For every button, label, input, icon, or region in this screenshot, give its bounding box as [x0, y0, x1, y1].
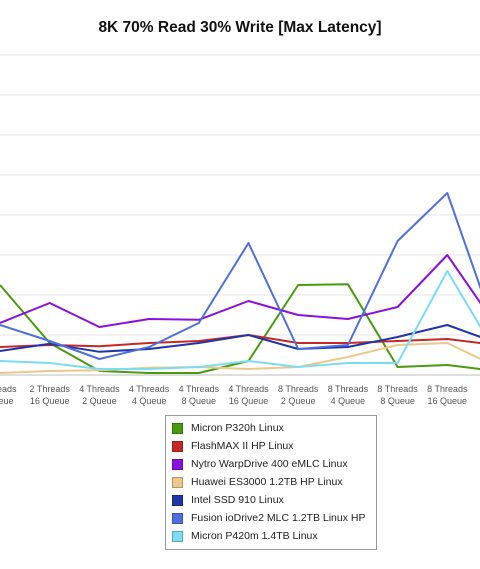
legend-swatch — [172, 512, 183, 524]
x-tick-label: 4 Threads 2 Queue — [79, 384, 120, 406]
legend-label: Micron P320h Linux — [191, 422, 284, 434]
legend-label: Micron P420m 1.4TB Linux — [191, 530, 318, 542]
x-tick-label: 8 Threads 2 Queue — [278, 384, 319, 406]
series-line-4 — [0, 324, 480, 353]
x-tick-label: ThreadsQueue — [0, 384, 17, 406]
legend-swatch — [172, 422, 183, 434]
legend-swatch — [172, 530, 183, 542]
legend: Micron P320h Linux FlashMAX II HP Linux Ny… — [165, 415, 377, 550]
legend-label: Nytro WarpDrive 400 eMLC Linux — [191, 458, 348, 470]
legend-item: Nytro WarpDrive 400 eMLC Linux — [166, 455, 376, 473]
series-line-6 — [0, 270, 480, 370]
series-line-2 — [0, 254, 480, 328]
legend-item: Micron P320h Linux — [166, 419, 376, 437]
series-lines — [0, 192, 480, 374]
legend-swatch — [172, 458, 183, 470]
legend-label: Huawei ES3000 1.2TB HP Linux — [191, 476, 343, 488]
legend-item: Micron P420m 1.4TB Linux — [166, 527, 376, 545]
legend-item: Huawei ES3000 1.2TB HP Linux — [166, 473, 376, 491]
legend-swatch — [172, 494, 183, 506]
x-tick-label: 4 Threads 16 Queue — [228, 384, 269, 406]
legend-swatch — [172, 440, 183, 452]
series-line-3 — [0, 342, 480, 374]
legend-item: FlashMAX II HP Linux — [166, 437, 376, 455]
legend-label: FlashMAX II HP Linux — [191, 440, 294, 452]
legend-swatch — [172, 476, 183, 488]
x-tick-label: 8 Threads 4 Queue — [328, 384, 369, 406]
chart-title: 8K 70% Read 30% Write [Max Latency] — [98, 19, 382, 36]
x-tick-label: 4 Threads 4 Queue — [129, 384, 170, 406]
x-tick-label: 8 Threads 8 Queue — [377, 384, 418, 406]
legend-item: Intel SSD 910 Linux — [166, 491, 376, 509]
legend-label: Intel SSD 910 Linux — [191, 494, 284, 506]
x-tick-label: 2 Threads 16 Queue — [30, 384, 71, 406]
gridlines — [0, 54, 480, 376]
x-tick-label: 8 Threads 16 Queue — [427, 384, 468, 406]
legend-label: Fusion ioDrive2 MLC 1.2TB Linux HP — [191, 512, 366, 524]
x-tick-label: 4 Threads 8 Queue — [179, 384, 220, 406]
series-line-5 — [0, 192, 480, 360]
legend-item: Fusion ioDrive2 MLC 1.2TB Linux HP — [166, 509, 376, 527]
